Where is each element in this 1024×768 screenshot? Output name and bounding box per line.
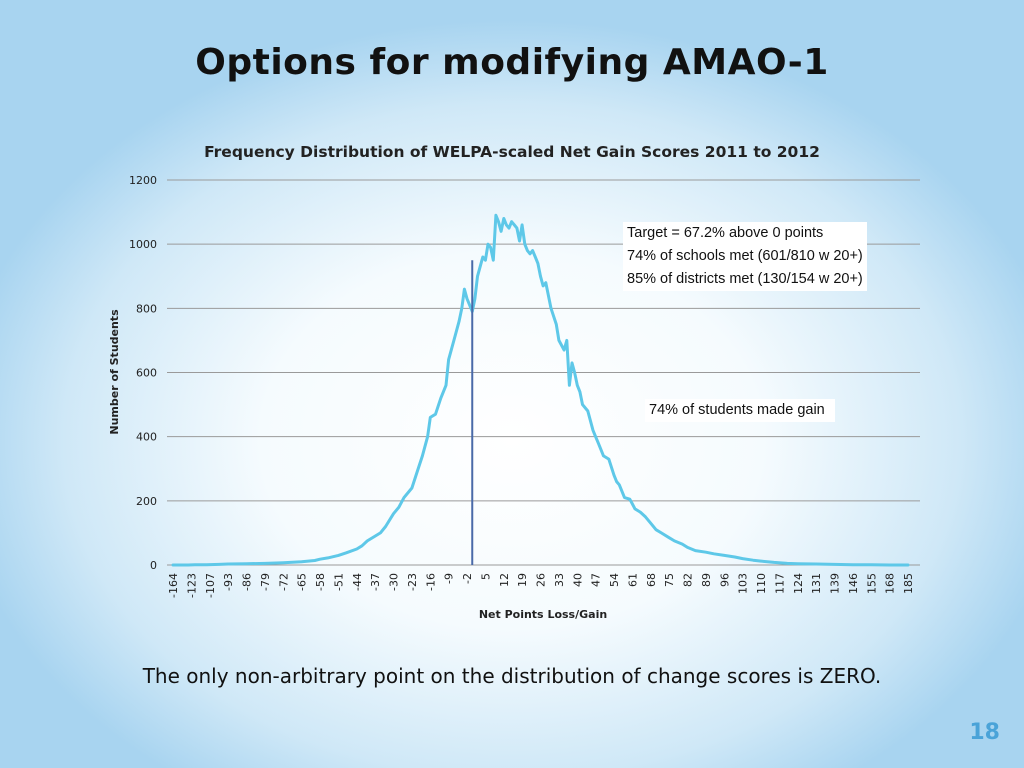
x-tick-label: 131 (810, 573, 823, 594)
x-tick-label: 96 (718, 573, 731, 587)
x-tick-label: 110 (755, 573, 768, 594)
y-axis-title: Number of Students (108, 309, 121, 435)
target-line-3: 85% of districts met (130/154 w 20+) (627, 271, 863, 287)
x-tick-label: 117 (773, 573, 786, 594)
x-tick-label: 19 (516, 573, 529, 587)
x-tick-label: -72 (277, 573, 290, 591)
series-line (171, 213, 910, 567)
x-tick-label: -79 (259, 573, 272, 591)
y-tick-label: 200 (136, 495, 157, 508)
x-tick-label: -51 (332, 573, 345, 591)
x-tick-label: -9 (443, 573, 456, 584)
x-tick-label: 26 (535, 573, 548, 587)
target-line-1: Target = 67.2% above 0 points (627, 225, 824, 241)
x-tick-label: 75 (663, 573, 676, 587)
y-tick-label: 0 (150, 559, 157, 572)
y-tick-label: 1200 (129, 174, 157, 187)
x-tick-label: -16 (424, 573, 437, 591)
x-tick-label: -2 (461, 573, 474, 584)
x-tick-label: 139 (829, 573, 842, 594)
x-tick-label: -164 (167, 573, 180, 598)
x-tick-label: 82 (682, 573, 695, 587)
x-tick-label: 61 (626, 573, 639, 587)
chart-gridlines (167, 179, 920, 502)
x-tick-label: 124 (792, 573, 805, 594)
slide-caption: The only non-arbitrary point on the dist… (142, 664, 882, 688)
x-tick-label: -93 (222, 573, 235, 591)
y-tick-label: 800 (136, 302, 157, 315)
x-tick-label: 12 (498, 573, 511, 587)
target-annotation: Target = 67.2% above 0 points 74% of sch… (623, 222, 867, 291)
x-tick-label: -23 (406, 573, 419, 591)
students-annotation: 74% of students made gain (645, 399, 835, 422)
y-tick-label: 1000 (129, 238, 157, 251)
x-tick-label: 103 (737, 573, 750, 594)
x-tick-label: -44 (351, 573, 364, 591)
x-tick-label: -65 (296, 573, 309, 591)
x-tick-label: 168 (884, 573, 897, 594)
x-tick-label: -30 (388, 573, 401, 591)
x-tick-label: 68 (645, 573, 658, 587)
x-tick-label: 40 (571, 573, 584, 587)
x-tick-label: 185 (902, 573, 915, 594)
x-tick-label: 155 (865, 573, 878, 594)
x-tick-label: -37 (369, 573, 382, 591)
target-line-2: 74% of schools met (601/810 w 20+) (627, 248, 863, 264)
x-tick-label: 89 (700, 573, 713, 587)
x-tick-labels: -164 -123 -107 -93 -86 -79 -72 -65 -58 -51 -44 -37-… (167, 573, 915, 598)
x-tick-label: -107 (204, 573, 217, 598)
y-tick-label: 600 (136, 367, 157, 380)
x-axis-title: Net Points Loss/Gain (479, 608, 607, 621)
x-tick-label: -58 (314, 573, 327, 591)
students-annotation-text: 74% of students made gain (649, 402, 825, 418)
slide-title: Options for modifying AMAO-1 (195, 42, 829, 83)
x-tick-label: 146 (847, 573, 860, 594)
x-tick-label: 47 (590, 573, 603, 587)
x-tick-label: 33 (553, 573, 566, 587)
x-tick-label: -86 (241, 573, 254, 591)
page-number: 18 (969, 720, 1000, 745)
x-tick-label: 54 (608, 573, 621, 587)
y-tick-label: 400 (136, 431, 157, 444)
x-tick-label: -123 (185, 573, 198, 598)
chart-title: Frequency Distribution of WELPA-scaled N… (204, 143, 820, 161)
y-tick-labels: 0 200 400 600 800 1000 1200 (129, 174, 157, 572)
x-tick-label: 5 (479, 573, 492, 580)
